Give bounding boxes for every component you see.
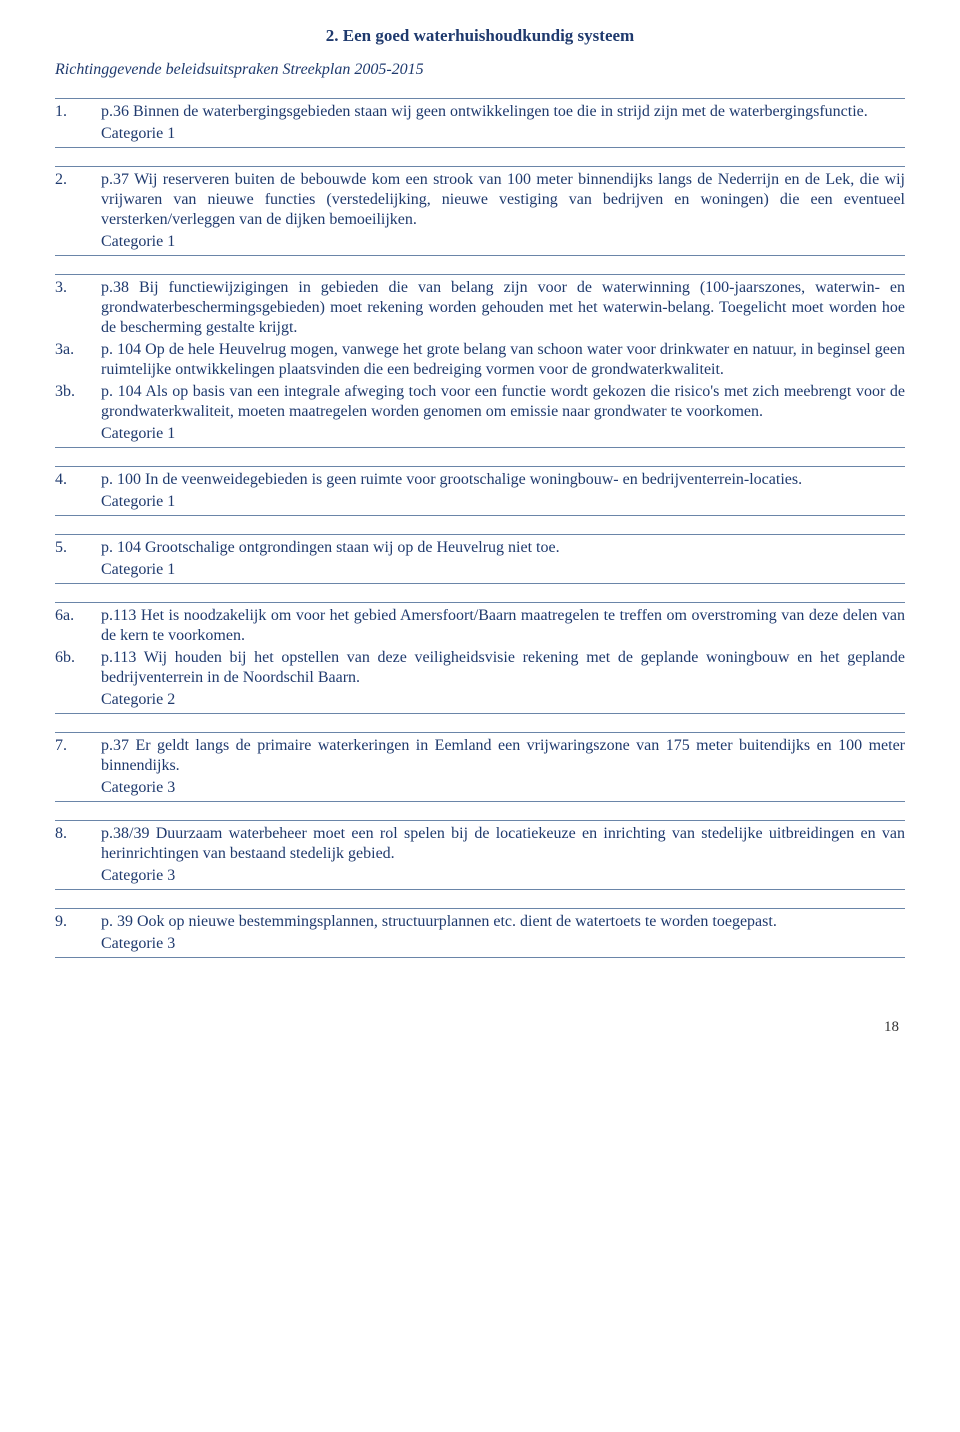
policy-item: 5.p. 104 Grootschalige ontgrondingen sta…	[55, 538, 905, 558]
policy-block: 8.p.38/39 Duurzaam waterbeheer moet een …	[55, 820, 905, 890]
policy-block: 5.p. 104 Grootschalige ontgrondingen sta…	[55, 534, 905, 584]
item-number: 3.	[55, 278, 101, 338]
policy-item: 1.p.36 Binnen de waterbergingsgebieden s…	[55, 102, 905, 122]
policy-block: 1.p.36 Binnen de waterbergingsgebieden s…	[55, 98, 905, 148]
item-text: p.113 Het is noodzakelijk om voor het ge…	[101, 606, 905, 646]
divider	[55, 274, 905, 275]
divider	[55, 515, 905, 516]
item-text: p.113 Wij houden bij het opstellen van d…	[101, 648, 905, 688]
item-number: 6a.	[55, 606, 101, 646]
item-text: p.36 Binnen de waterbergingsgebieden sta…	[101, 102, 905, 122]
policy-item: 6a.p.113 Het is noodzakelijk om voor het…	[55, 606, 905, 646]
divider	[55, 602, 905, 603]
category-label: Categorie 1	[101, 124, 905, 144]
policy-block: 6a.p.113 Het is noodzakelijk om voor het…	[55, 602, 905, 714]
divider	[55, 820, 905, 821]
category-label: Categorie 2	[101, 690, 905, 710]
policy-block: 4.p. 100 In de veenweidegebieden is geen…	[55, 466, 905, 516]
divider	[55, 98, 905, 99]
divider	[55, 583, 905, 584]
item-number: 1.	[55, 102, 101, 122]
divider	[55, 889, 905, 890]
item-text: p. 104 Als op basis van een integrale af…	[101, 382, 905, 422]
item-text: p.37 Er geldt langs de primaire waterker…	[101, 736, 905, 776]
policy-item: 7.p.37 Er geldt langs de primaire waterk…	[55, 736, 905, 776]
category-label: Categorie 3	[101, 934, 905, 954]
policy-block: 3.p.38 Bij functiewijzigingen in gebiede…	[55, 274, 905, 448]
category-label: Categorie 3	[101, 778, 905, 798]
divider	[55, 534, 905, 535]
policy-item: 6b.p.113 Wij houden bij het opstellen va…	[55, 648, 905, 688]
item-text: p. 39 Ook op nieuwe bestemmingsplannen, …	[101, 912, 905, 932]
policy-block: 9.p. 39 Ook op nieuwe bestemmingsplannen…	[55, 908, 905, 958]
divider	[55, 957, 905, 958]
item-number: 4.	[55, 470, 101, 490]
section-title: 2. Een goed waterhuishoudkundig systeem	[55, 25, 905, 46]
item-number: 5.	[55, 538, 101, 558]
item-number: 7.	[55, 736, 101, 776]
divider	[55, 166, 905, 167]
divider	[55, 801, 905, 802]
item-number: 9.	[55, 912, 101, 932]
policy-item: 3a.p. 104 Op de hele Heuvelrug mogen, va…	[55, 340, 905, 380]
category-label: Categorie 1	[101, 232, 905, 252]
blocks-container: 1.p.36 Binnen de waterbergingsgebieden s…	[55, 98, 905, 958]
policy-item: 3b.p. 104 Als op basis van een integrale…	[55, 382, 905, 422]
item-number: 3a.	[55, 340, 101, 380]
item-text: p.38 Bij functiewijzigingen in gebieden …	[101, 278, 905, 338]
policy-item: 2.p.37 Wij reserveren buiten de bebouwde…	[55, 170, 905, 230]
divider	[55, 908, 905, 909]
category-label: Categorie 1	[101, 492, 905, 512]
divider	[55, 447, 905, 448]
divider	[55, 147, 905, 148]
policy-block: 2.p.37 Wij reserveren buiten de bebouwde…	[55, 166, 905, 256]
category-label: Categorie 3	[101, 866, 905, 886]
item-number: 6b.	[55, 648, 101, 688]
divider	[55, 713, 905, 714]
section-subtitle: Richtinggevende beleidsuitspraken Streek…	[55, 60, 905, 80]
item-text: p. 104 Op de hele Heuvelrug mogen, vanwe…	[101, 340, 905, 380]
category-label: Categorie 1	[101, 424, 905, 444]
item-text: p. 100 In de veenweidegebieden is geen r…	[101, 470, 905, 490]
item-number: 8.	[55, 824, 101, 864]
divider	[55, 255, 905, 256]
divider	[55, 732, 905, 733]
category-label: Categorie 1	[101, 560, 905, 580]
page-number: 18	[55, 1018, 905, 1037]
item-text: p.38/39 Duurzaam waterbeheer moet een ro…	[101, 824, 905, 864]
item-number: 2.	[55, 170, 101, 230]
policy-item: 9.p. 39 Ook op nieuwe bestemmingsplannen…	[55, 912, 905, 932]
policy-block: 7.p.37 Er geldt langs de primaire waterk…	[55, 732, 905, 802]
policy-item: 8.p.38/39 Duurzaam waterbeheer moet een …	[55, 824, 905, 864]
policy-item: 3.p.38 Bij functiewijzigingen in gebiede…	[55, 278, 905, 338]
item-text: p. 104 Grootschalige ontgrondingen staan…	[101, 538, 905, 558]
policy-item: 4.p. 100 In de veenweidegebieden is geen…	[55, 470, 905, 490]
item-number: 3b.	[55, 382, 101, 422]
divider	[55, 466, 905, 467]
item-text: p.37 Wij reserveren buiten de bebouwde k…	[101, 170, 905, 230]
